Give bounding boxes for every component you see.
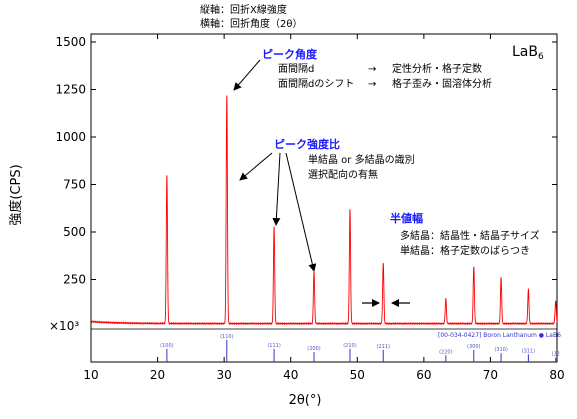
x-tick-label-0: 10 bbox=[83, 368, 98, 382]
annotation-fwhm-line2: 単結晶：格子定数のばらつき bbox=[400, 244, 530, 257]
reference-hkl-5: (211) bbox=[377, 344, 390, 350]
annotation-peak-ratio-title: ピーク強度比 bbox=[274, 137, 340, 151]
annotation-peak-angle-line1-right: 定性分析・格子定数 bbox=[392, 62, 482, 75]
arrow-peak-angle bbox=[233, 59, 261, 91]
header-line-2: 横軸：回折角度（2θ） bbox=[200, 17, 302, 30]
annotation-peak-angle-line1-arrow: → bbox=[368, 64, 376, 75]
sample-label: LaB6 bbox=[512, 44, 544, 62]
reference-hkl-8: (310) bbox=[494, 347, 507, 353]
reference-label: [00-034-0427] Boron Lanthanum ● LaB6 bbox=[438, 332, 561, 339]
x-tick-label-1: 20 bbox=[150, 368, 165, 382]
annotation-peak-angle-line2-arrow: → bbox=[368, 79, 376, 90]
reference-hkl-3: (200) bbox=[307, 346, 320, 352]
y-multiplier: ×10³ bbox=[49, 319, 79, 333]
reference-hkl-6: (220) bbox=[439, 349, 452, 355]
x-tick-label-6: 70 bbox=[483, 368, 498, 382]
diffraction-pattern-line bbox=[90, 95, 558, 326]
reference-hkl-0: (100) bbox=[160, 343, 173, 349]
x-tick-label-5: 60 bbox=[416, 368, 431, 382]
reference-hkl-10: (22 bbox=[552, 352, 560, 358]
arrow-peak-ratio-3 bbox=[285, 152, 317, 272]
y-tick-label-0: 250 bbox=[63, 273, 86, 287]
y-tick-label-1: 500 bbox=[63, 225, 86, 239]
x-tick-label-7: 80 bbox=[549, 368, 564, 382]
y-axis-title: 強度(CPS) bbox=[8, 164, 24, 225]
annotation-peak-angle-line1-left: 面間隔d bbox=[278, 63, 314, 75]
annotation-fwhm-title: 半値幅 bbox=[390, 211, 423, 225]
annotation-peak-angle-line2-left: 面間隔dのシフト bbox=[278, 78, 354, 90]
reference-hkl-9: (311) bbox=[522, 348, 535, 354]
reference-pattern: (100) (110) (111) (200) (210) (211) (220) (300)… bbox=[160, 334, 560, 362]
y-tick-label-4: 1250 bbox=[55, 83, 86, 97]
header-line-1: 縦軸：回折X線強度 bbox=[200, 3, 287, 16]
x-tick-label-3: 40 bbox=[283, 368, 298, 382]
annotation-peak-angle-line2-right: 格子歪み・固溶体分析 bbox=[392, 77, 492, 90]
reference-hkl-2: (111) bbox=[267, 343, 280, 349]
annotation-peak-ratio-line2: 選択配向の有無 bbox=[308, 168, 378, 181]
annotation-fwhm-line1: 多結晶：結晶性・結晶子サイズ bbox=[400, 229, 540, 242]
x-axis-title: 2θ(°) bbox=[289, 393, 322, 408]
plot-frame bbox=[90, 33, 558, 363]
y-tick-label-5: 1500 bbox=[55, 35, 86, 49]
x-tick-label-4: 50 bbox=[350, 368, 365, 382]
x-axis-ticks: 10 20 30 40 50 60 70 80 bbox=[83, 34, 565, 382]
y-tick-label-3: 1000 bbox=[55, 130, 86, 144]
reference-hkl-7: (300) bbox=[467, 344, 480, 350]
arrow-peak-ratio-2 bbox=[272, 152, 281, 226]
reference-hkl-1: (110) bbox=[220, 334, 233, 340]
y-axis-ticks: 250 500 750 1000 1250 1500 bbox=[55, 35, 557, 287]
arrow-peak-ratio-1 bbox=[239, 152, 273, 181]
y-tick-label-2: 750 bbox=[63, 178, 86, 192]
annotation-peak-angle-title: ピーク角度 bbox=[262, 47, 318, 61]
reference-hkl-4: (210) bbox=[343, 343, 356, 349]
annotation-peak-ratio-line1: 単結晶 or 多結晶の識別 bbox=[308, 153, 415, 166]
x-tick-label-2: 30 bbox=[217, 368, 232, 382]
